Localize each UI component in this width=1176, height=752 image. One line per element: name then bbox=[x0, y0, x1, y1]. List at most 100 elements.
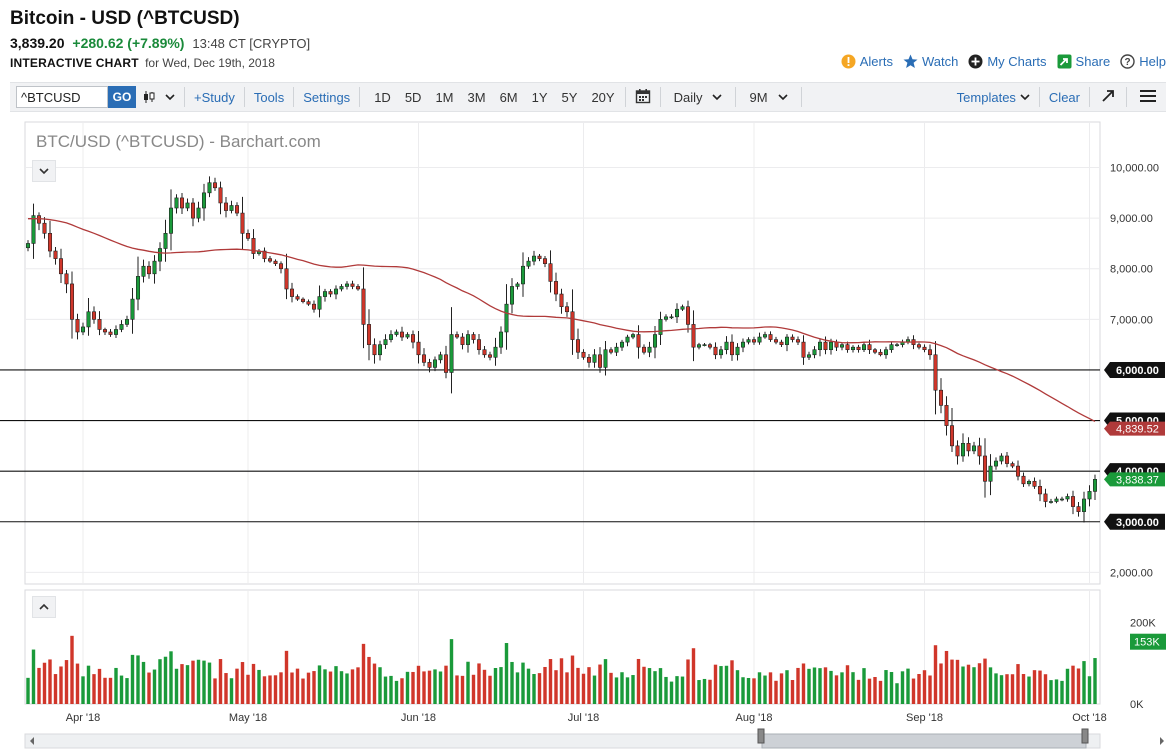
volume-bar bbox=[642, 666, 646, 704]
candle-body bbox=[625, 336, 630, 343]
candle-body bbox=[784, 336, 790, 345]
candle-body bbox=[944, 405, 949, 426]
volume-bar bbox=[856, 679, 861, 704]
candle-body bbox=[537, 255, 542, 259]
volume-bar bbox=[1049, 680, 1053, 704]
candle-body bbox=[762, 334, 768, 338]
candlestick-icon bbox=[144, 91, 155, 103]
volume-bar bbox=[345, 673, 349, 704]
candle-body bbox=[636, 334, 641, 348]
range-3m[interactable]: 3M bbox=[467, 89, 486, 105]
volume-bar bbox=[378, 667, 382, 704]
calendar-button[interactable] bbox=[629, 88, 657, 107]
volume-bar bbox=[42, 662, 47, 704]
candle-body bbox=[581, 351, 586, 358]
go-button[interactable]: GO bbox=[108, 86, 136, 108]
candle-body bbox=[652, 334, 658, 348]
candle-body bbox=[482, 349, 487, 356]
volume-bar bbox=[812, 667, 817, 704]
volume-bar bbox=[119, 675, 124, 704]
tools-button[interactable]: Tools bbox=[253, 89, 285, 105]
candle-body bbox=[460, 336, 465, 345]
interval-dropdown[interactable]: Daily bbox=[664, 90, 733, 105]
volume-bar bbox=[746, 677, 751, 704]
range-navigator-right-handle[interactable] bbox=[1081, 728, 1089, 744]
candle-body bbox=[234, 205, 240, 214]
menu-button[interactable] bbox=[1130, 89, 1166, 106]
volume-pane-collapse-button[interactable] bbox=[32, 596, 56, 618]
watch-button[interactable]: Watch bbox=[903, 54, 958, 69]
candle-body bbox=[152, 260, 157, 275]
range-1y[interactable]: 1Y bbox=[531, 89, 548, 105]
expand-button[interactable] bbox=[1093, 89, 1123, 106]
volume-bar bbox=[779, 673, 784, 704]
volume-bar bbox=[680, 676, 685, 704]
range-6m[interactable]: 6M bbox=[499, 89, 518, 105]
volume-bar bbox=[295, 668, 300, 704]
volume-bar bbox=[592, 675, 597, 704]
settings-button[interactable]: Settings bbox=[303, 89, 351, 105]
volume-bar bbox=[290, 672, 294, 704]
candle-body bbox=[718, 349, 724, 356]
x-tick-label: Sep '18 bbox=[906, 712, 943, 724]
symbol-input[interactable] bbox=[16, 86, 108, 108]
candle-body bbox=[603, 349, 608, 368]
range-20y[interactable]: 20Y bbox=[591, 89, 615, 105]
range-1m[interactable]: 1M bbox=[435, 89, 454, 105]
volume-bar bbox=[251, 663, 256, 704]
share-button[interactable]: Share bbox=[1057, 54, 1110, 69]
candle-body bbox=[806, 354, 812, 358]
my-charts-label: My Charts bbox=[987, 54, 1047, 69]
candle-body bbox=[135, 276, 141, 300]
clear-button[interactable]: Clear bbox=[1048, 89, 1080, 105]
candle-body bbox=[592, 354, 597, 363]
range-5y[interactable]: 5Y bbox=[561, 89, 578, 105]
volume-bar bbox=[59, 666, 63, 704]
templates-dropdown[interactable]: Templates bbox=[951, 90, 1036, 105]
candle-body bbox=[361, 288, 366, 325]
candle-body bbox=[669, 316, 674, 319]
volume-bar bbox=[235, 668, 239, 704]
range-5d[interactable]: 5D bbox=[404, 89, 422, 105]
volume-bar bbox=[922, 670, 927, 704]
candle-body bbox=[812, 349, 817, 356]
range-navigator-left-handle[interactable] bbox=[757, 728, 765, 744]
y-tick-label: 8,000.00 bbox=[1110, 264, 1153, 276]
moving-average-value: 4,839.52 bbox=[1116, 424, 1159, 436]
quote-line: 3,839.20 +280.62 (+7.89%) 13:48 CT [CRYP… bbox=[10, 35, 310, 51]
volume-bar bbox=[1005, 674, 1009, 704]
price-pane-collapse-button[interactable] bbox=[32, 160, 56, 182]
volume-bar bbox=[350, 669, 355, 704]
period-dropdown[interactable]: 9M bbox=[739, 90, 797, 105]
volume-value-tag bbox=[1130, 633, 1166, 650]
help-icon: ? bbox=[1120, 54, 1135, 69]
alerts-button[interactable]: Alerts bbox=[841, 54, 893, 69]
volume-bar bbox=[911, 678, 916, 704]
add-study-button[interactable]: +Study bbox=[194, 89, 235, 105]
volume-bar bbox=[488, 675, 492, 704]
candle-body bbox=[168, 207, 174, 234]
range-navigator-thumb[interactable] bbox=[761, 733, 1087, 749]
volume-bar bbox=[955, 659, 960, 704]
chevron-down-icon bbox=[39, 168, 49, 175]
volume-bar bbox=[279, 672, 283, 704]
chart-type-button[interactable] bbox=[136, 90, 181, 104]
x-tick-label: Aug '18 bbox=[736, 712, 773, 724]
candle-body bbox=[1043, 493, 1048, 502]
candle-body bbox=[91, 311, 97, 320]
candle-body bbox=[1076, 506, 1081, 512]
candle-body bbox=[69, 283, 75, 320]
help-button[interactable]: ? Help bbox=[1120, 54, 1166, 69]
candle-body bbox=[196, 207, 201, 219]
volume-bar bbox=[1082, 661, 1086, 704]
my-charts-button[interactable]: My Charts bbox=[968, 54, 1047, 69]
candle-body bbox=[751, 339, 757, 343]
volume-bar bbox=[92, 674, 96, 704]
candle-body bbox=[949, 425, 955, 447]
header-actions: Alerts Watch My Charts Share ? Help bbox=[841, 54, 1166, 69]
toolbar-divider bbox=[659, 87, 661, 107]
volume-bar bbox=[361, 643, 366, 704]
candle-body bbox=[42, 222, 47, 234]
candle-body bbox=[212, 182, 218, 189]
range-1d[interactable]: 1D bbox=[374, 89, 391, 105]
